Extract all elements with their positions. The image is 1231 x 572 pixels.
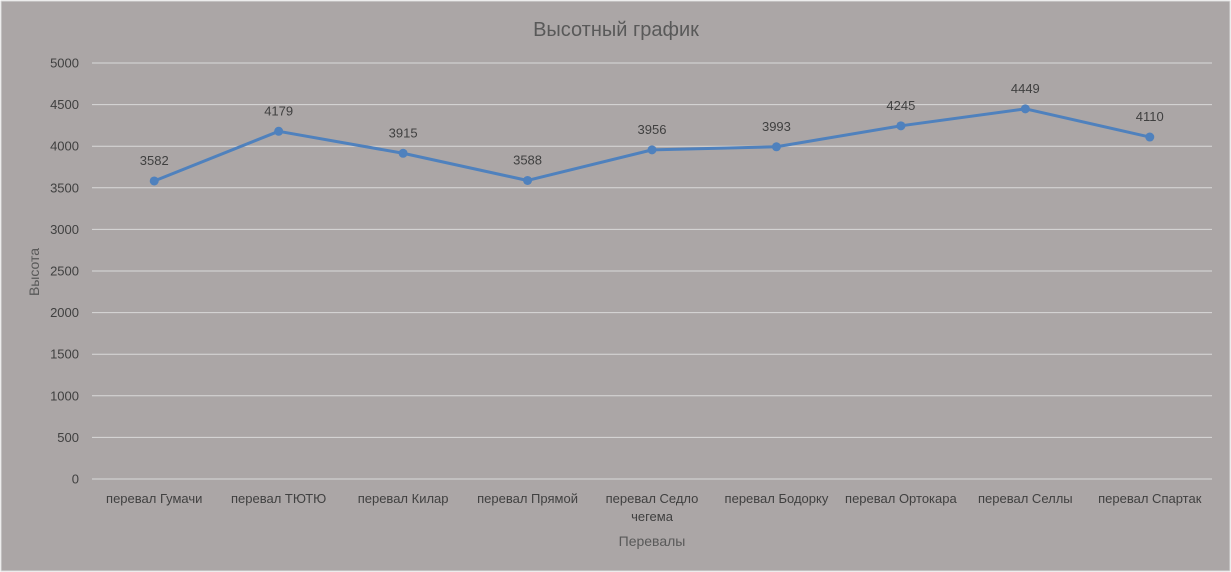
data-label: 4179 — [264, 103, 293, 118]
x-category-label: перевал Гумачи — [106, 491, 202, 506]
data-label: 3915 — [389, 125, 418, 140]
x-category-label: перевал Прямой — [477, 491, 578, 506]
y-tick-label: 2500 — [50, 264, 79, 279]
series-layer — [149, 104, 1155, 186]
x-category-line: перевал Селлы — [978, 491, 1073, 506]
data-point — [896, 121, 906, 131]
data-label: 3993 — [762, 119, 791, 134]
x-category-line: чегема — [631, 509, 674, 524]
y-axis-ticks: 0 500 1000 1500 2000 2500 3000 3500 4000 4500 5000 — [50, 56, 79, 487]
data-point — [523, 175, 533, 185]
data-point — [149, 176, 159, 186]
x-axis-categories: перевал Гумачи перевал ТЮТЮ перевал Килар п… — [106, 491, 1202, 524]
y-tick-label: 1500 — [50, 347, 79, 362]
y-axis-title: Высота — [26, 248, 42, 296]
y-tick-label: 3500 — [50, 180, 79, 195]
x-category-label: перевал Килар — [358, 491, 449, 506]
y-tick-label: 5000 — [50, 56, 79, 71]
y-tick-label: 500 — [57, 430, 79, 445]
x-category-line: перевал Бодорку — [725, 491, 829, 506]
data-label: 3582 — [140, 153, 169, 168]
y-tick-label: 4000 — [50, 139, 79, 154]
y-tick-label: 0 — [72, 472, 79, 487]
x-category-label: перевал ТЮТЮ — [231, 491, 326, 506]
x-category-line: перевал Килар — [358, 491, 449, 506]
y-tick-label: 1000 — [50, 388, 79, 403]
x-category-line: перевал Гумачи — [106, 491, 202, 506]
x-category-label: перевал Спартак — [1098, 491, 1202, 506]
x-category-line: перевал ТЮТЮ — [231, 491, 326, 506]
x-category-line: перевал Прямой — [477, 491, 578, 506]
data-label: 3588 — [513, 152, 542, 167]
data-point — [274, 126, 284, 136]
x-axis-title: Перевалы — [619, 533, 686, 549]
data-label: 4245 — [886, 98, 915, 113]
data-point — [1145, 132, 1155, 142]
x-category-label: перевал Бодорку — [725, 491, 829, 506]
y-tick-label: 4500 — [50, 97, 79, 112]
data-label: 4449 — [1011, 81, 1040, 96]
x-category-label: перевал Ортокара — [845, 491, 957, 506]
x-category-line: перевал Седло — [606, 491, 699, 506]
data-label: 4110 — [1136, 109, 1164, 124]
data-point — [1020, 104, 1030, 114]
x-category-label: перевал Седло чегема — [606, 491, 699, 524]
x-category-label: перевал Селлы — [978, 491, 1073, 506]
data-point — [398, 148, 408, 158]
y-tick-label: 2000 — [50, 305, 79, 320]
data-labels: 3582 4179 3915 3588 3956 3993 4245 4449 4110 — [140, 81, 1164, 168]
data-point — [647, 145, 657, 155]
data-label: 3956 — [638, 122, 667, 137]
chart-title: Высотный график — [533, 19, 699, 41]
x-category-line: перевал Ортокара — [845, 491, 957, 506]
y-tick-label: 3000 — [50, 222, 79, 237]
data-point — [771, 142, 781, 152]
x-category-line: перевал Спартак — [1098, 491, 1202, 506]
